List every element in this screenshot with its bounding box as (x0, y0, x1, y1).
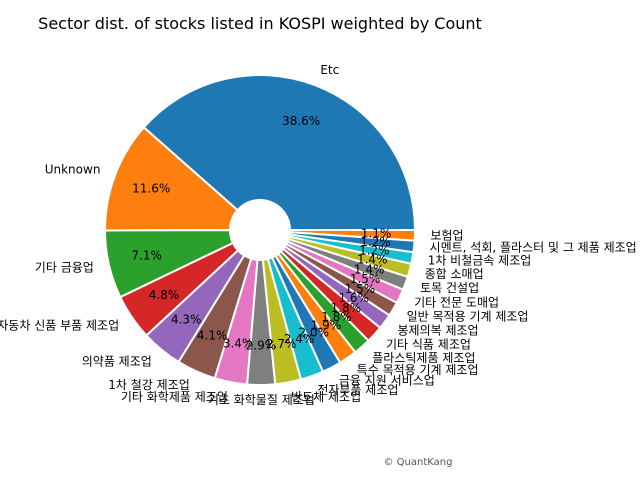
slice-percent-label: 1.9% (311, 318, 342, 332)
pie-labels: 38.6% Etc 11.6% Unknown 7.1% 기타 금융업 4.8% 자동차 신품… (0, 63, 637, 407)
slice-category-label: 일반 목적용 기계 제조업 (407, 310, 529, 324)
slice-percent-label: 3.4% (223, 337, 254, 351)
slice-percent-label: 1.8% (331, 301, 362, 315)
slice-category-label: 전자부품 제조업 (317, 383, 398, 397)
slice-category-label: 기초 화학물질 제조업 (208, 393, 315, 407)
pie-slice (104, 126, 239, 232)
slice-percent-label: 2.4% (284, 332, 315, 346)
slice-category-label: Etc (320, 63, 339, 77)
slice-percent-label: 2.7% (266, 337, 297, 351)
slice-category-label: 금융 지원 서비스업 (339, 374, 435, 388)
slice-category-label: 1차 비철금속 제조업 (428, 253, 532, 267)
slice-category-label: 토목 건설업 (420, 281, 479, 295)
slice-category-label: 보험업 (430, 228, 463, 242)
slice-percent-label: 1.4% (357, 253, 388, 267)
slice-percent-label: 1.8% (321, 310, 352, 324)
slice-category-label: 기타 전문 도매업 (414, 295, 499, 309)
slice-percent-label: 1.4% (354, 262, 385, 276)
pie-slices (104, 74, 416, 386)
slice-category-label: 의약품 제조업 (82, 353, 152, 368)
pie-slice (288, 229, 416, 242)
slice-percent-label: 1.1% (361, 227, 392, 241)
slice-category-label: 종합 소매업 (425, 267, 484, 281)
slice-category-label: 특수 목적용 기계 제조업 (357, 363, 479, 377)
watermark: © QuantKang (384, 457, 453, 468)
slice-percent-label: 1.6% (338, 291, 369, 305)
slice-percent-label: 2.9% (246, 339, 277, 353)
slice-category-label: 기타 식품 제조업 (386, 337, 471, 351)
slice-percent-label: 4.8% (149, 288, 180, 302)
slice-percent-label: 1.5% (350, 272, 381, 286)
slice-percent-label: 2.0% (299, 326, 330, 340)
slice-percent-label: 11.6% (132, 182, 170, 196)
slice-category-label: Unknown (45, 162, 101, 176)
slice-category-label: 기타 화학제품 제조업 (121, 390, 228, 404)
slice-category-label: 플라스틱제품 제조업 (372, 351, 475, 365)
slice-category-label: 기타 금융업 (35, 261, 94, 275)
slice-percent-label: 1.2% (359, 244, 390, 258)
slice-percent-label: 4.3% (171, 312, 202, 326)
pie-slice (142, 74, 416, 231)
slice-percent-label: 7.1% (131, 248, 162, 262)
slice-percent-label: 1.5% (345, 282, 376, 296)
slice-percent-label: 38.6% (282, 114, 320, 128)
slice-category-label: 시멘트, 석회, 플라스터 및 그 제품 제조업 (430, 241, 637, 255)
slice-category-label: 1차 철강 제조업 (108, 378, 190, 392)
slice-category-label: 봉제의복 제조업 (397, 323, 478, 337)
slice-category-label: 반도체 제조업 (291, 390, 361, 404)
slice-percent-label: 4.1% (197, 328, 228, 342)
slice-percent-label: 1.2% (360, 235, 391, 249)
slice-category-label: 자동차 신품 부품 제조업 (0, 319, 119, 333)
chart-title: Sector dist. of stocks listed in KOSPI w… (38, 14, 482, 33)
